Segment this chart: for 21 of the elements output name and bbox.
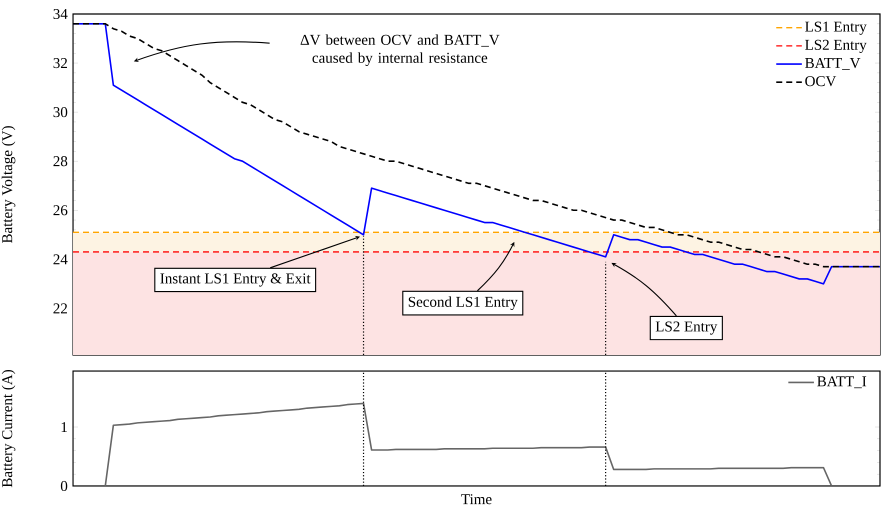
legend-label: BATT_I: [817, 376, 866, 388]
legend-label: LS1 Entry: [805, 22, 867, 35]
y-axis-title: Battery Voltage (V): [2, 126, 16, 244]
annotation: Second LS1 Entry: [408, 296, 518, 310]
y-tick-label: 26: [53, 205, 68, 216]
y-axis-title: Battery Current (A): [2, 370, 16, 488]
y-tick-label: 32: [54, 58, 67, 68]
annotation: LS2 Entry: [656, 321, 718, 335]
y-tick-label: 28: [53, 156, 68, 166]
annotation: ΔV between OCV and BATT_V caused by internal resistance: [300, 34, 500, 66]
legend-label: LS2 Entry: [805, 40, 867, 53]
legend-label: OCV: [805, 76, 836, 86]
y-tick-label: 0: [60, 480, 68, 492]
y-tick-label: 22: [53, 303, 67, 314]
x-axis-title: Time: [461, 494, 492, 504]
y-tick-label: 24: [53, 254, 68, 264]
y-tick-label: 34: [54, 8, 68, 20]
y-tick-label: 1: [62, 422, 67, 432]
annotation: Instant LS1 Entry & Exit: [160, 273, 311, 287]
y-tick-label: 30: [54, 107, 68, 118]
legend-label: BATT_V: [805, 58, 860, 70]
